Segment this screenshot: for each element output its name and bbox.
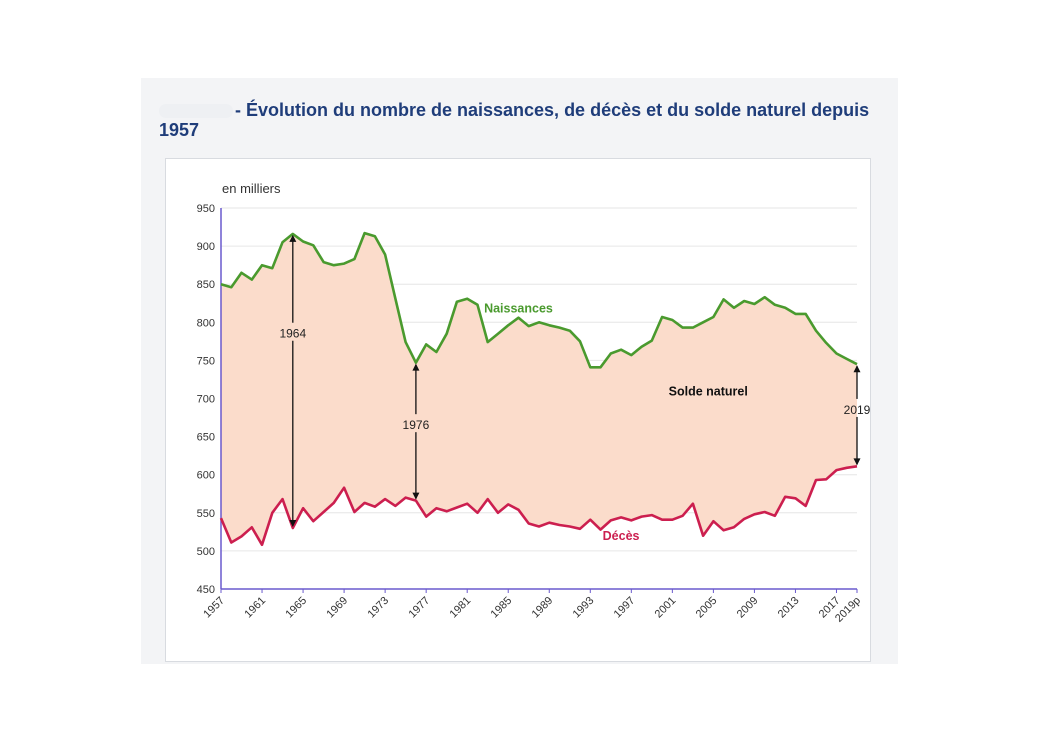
x-tick-label-1961: 1961 bbox=[242, 595, 268, 621]
y-tick-label-850: 850 bbox=[197, 279, 215, 291]
y-tick-label-800: 800 bbox=[197, 317, 215, 329]
x-tick-label-2009: 2009 bbox=[735, 595, 761, 621]
arrow-label-1964: 1964 bbox=[279, 327, 306, 341]
x-tick-label-1993: 1993 bbox=[571, 595, 597, 621]
births-deaths-chart: en milliers 450 500 550 600 650 700 750 800 850 9… bbox=[197, 181, 871, 625]
chart-title: - Évolution du nombre de naissances, de … bbox=[159, 100, 879, 140]
y-tick-label-600: 600 bbox=[197, 470, 215, 482]
x-tick-label-1985: 1985 bbox=[489, 595, 515, 621]
arrow-2019: 2019 bbox=[844, 365, 871, 466]
y-tick-label-550: 550 bbox=[197, 508, 215, 520]
series-line-naissances bbox=[220, 231, 858, 369]
chart-title-text: - Évolution du nombre de naissances, de … bbox=[235, 100, 870, 120]
y-tick-label-750: 750 bbox=[197, 355, 215, 367]
x-tick-labels: 1957 1961 1965 1969 1973 1977 1981 1985 1989 1993… bbox=[201, 589, 863, 625]
y-tick-label-700: 700 bbox=[197, 394, 215, 406]
x-tick-label-2001: 2001 bbox=[653, 595, 679, 621]
annotation-solde-naturel: Solde naturel bbox=[669, 384, 748, 398]
x-tick-label-1957: 1957 bbox=[201, 595, 227, 621]
arrow-head-down-1964 bbox=[289, 520, 297, 528]
y-tick-label-450: 450 bbox=[197, 584, 215, 596]
y-tick-label-900: 900 bbox=[197, 241, 215, 253]
arrow-head-up-1964 bbox=[289, 234, 297, 242]
y-tick-labels: 450 500 550 600 650 700 750 800 850 900 950 bbox=[197, 203, 215, 596]
arrow-label-2019: 2019 bbox=[844, 403, 870, 417]
x-tick-label-1997: 1997 bbox=[612, 595, 638, 621]
x-tick-label-1989: 1989 bbox=[530, 595, 556, 621]
redacted-title-start bbox=[159, 104, 233, 119]
series-annotations: Naissances Décès Solde naturel bbox=[484, 301, 748, 543]
arrow-head-down-2019 bbox=[853, 458, 861, 466]
series-line-deces bbox=[219, 465, 858, 547]
arrow-head-up-2019 bbox=[853, 365, 861, 373]
x-tick-label-1973: 1973 bbox=[365, 595, 391, 621]
chart-card: - Évolution du nombre de naissances, de … bbox=[141, 78, 898, 664]
x-tick-label-2005: 2005 bbox=[694, 595, 720, 621]
x-tick-label-1969: 1969 bbox=[324, 595, 350, 621]
arrow-head-up-1976 bbox=[412, 363, 420, 371]
annotation-décès: Décès bbox=[603, 529, 640, 543]
solde-naturel-area bbox=[221, 233, 857, 545]
axes bbox=[220, 208, 857, 590]
y-axis-label: en milliers bbox=[222, 181, 281, 196]
year-arrows: 1964 1976 2019 bbox=[279, 234, 871, 528]
arrow-label-1976: 1976 bbox=[403, 418, 430, 432]
annotation-naissances: Naissances bbox=[484, 301, 553, 315]
plot-box: en milliers 450 500 550 600 650 700 750 800 850 9… bbox=[165, 158, 871, 662]
x-tick-label-1965: 1965 bbox=[283, 595, 309, 621]
y-tick-label-650: 650 bbox=[197, 432, 215, 444]
x-tick-label-2013: 2013 bbox=[776, 595, 802, 621]
arrow-1976: 1976 bbox=[403, 363, 430, 500]
x-tick-label-1977: 1977 bbox=[406, 595, 432, 621]
x-tick-label-1981: 1981 bbox=[448, 595, 474, 621]
arrow-1964: 1964 bbox=[279, 234, 306, 528]
y-tick-label-950: 950 bbox=[197, 203, 215, 215]
arrow-head-down-1976 bbox=[412, 492, 420, 500]
chart-title-year: 1957 bbox=[159, 120, 200, 140]
y-tick-label-500: 500 bbox=[197, 546, 215, 558]
